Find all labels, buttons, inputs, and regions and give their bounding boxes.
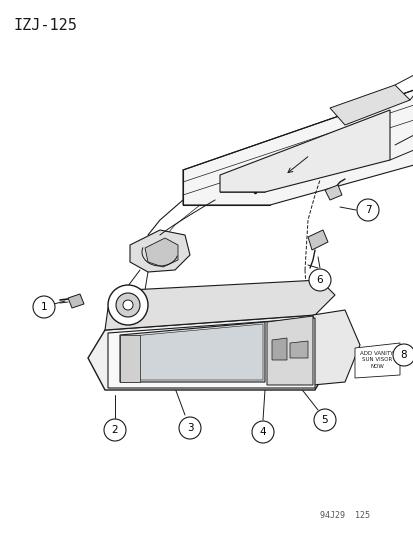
- Circle shape: [356, 199, 378, 221]
- Text: 2: 2: [112, 425, 118, 435]
- Circle shape: [108, 285, 147, 325]
- Circle shape: [123, 300, 133, 310]
- Polygon shape: [130, 230, 190, 272]
- Circle shape: [392, 344, 413, 366]
- Text: 3: 3: [186, 423, 193, 433]
- Polygon shape: [183, 90, 413, 205]
- Circle shape: [252, 421, 273, 443]
- Circle shape: [178, 417, 201, 439]
- Polygon shape: [120, 322, 264, 382]
- Polygon shape: [271, 338, 286, 360]
- Text: 94J29  125: 94J29 125: [319, 511, 369, 520]
- Text: 4: 4: [259, 427, 266, 437]
- Polygon shape: [145, 238, 178, 267]
- Text: 6: 6: [316, 275, 323, 285]
- Polygon shape: [108, 318, 314, 388]
- Polygon shape: [120, 335, 140, 382]
- Polygon shape: [354, 343, 399, 378]
- Text: 1: 1: [40, 302, 47, 312]
- Polygon shape: [329, 85, 409, 125]
- Circle shape: [116, 293, 140, 317]
- Polygon shape: [266, 316, 312, 385]
- Text: 8: 8: [400, 350, 406, 360]
- Polygon shape: [219, 110, 389, 192]
- Circle shape: [313, 409, 335, 431]
- Polygon shape: [312, 310, 359, 385]
- Polygon shape: [289, 341, 307, 358]
- Circle shape: [104, 419, 126, 441]
- Text: ADD VANITY
SUN VISOR
NOW: ADD VANITY SUN VISOR NOW: [359, 351, 393, 369]
- Polygon shape: [88, 315, 334, 390]
- Circle shape: [308, 269, 330, 291]
- Text: 7: 7: [364, 205, 370, 215]
- Polygon shape: [324, 185, 341, 200]
- Polygon shape: [307, 230, 327, 250]
- Polygon shape: [68, 294, 84, 308]
- Text: 5: 5: [321, 415, 328, 425]
- Circle shape: [33, 296, 55, 318]
- Polygon shape: [105, 280, 334, 330]
- Text: IZJ-125: IZJ-125: [14, 18, 78, 33]
- Polygon shape: [122, 324, 262, 380]
